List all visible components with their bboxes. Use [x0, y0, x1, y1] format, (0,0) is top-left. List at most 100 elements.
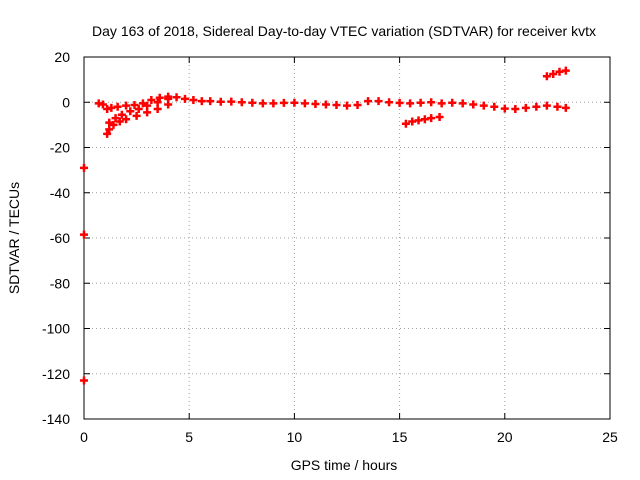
data-point	[553, 102, 562, 111]
data-point	[290, 98, 299, 107]
data-point	[490, 102, 499, 111]
data-point	[237, 98, 246, 107]
data-point	[216, 97, 225, 106]
x-tick-label: 5	[185, 429, 193, 445]
data-point	[427, 114, 436, 123]
x-tick-label: 20	[497, 429, 513, 445]
data-point	[332, 100, 341, 109]
y-tick-label: -60	[50, 230, 70, 246]
data-point	[343, 101, 351, 110]
y-tick-label: -80	[50, 275, 70, 291]
axis-ticks	[83, 56, 611, 420]
data-point	[132, 111, 141, 120]
x-tick-label: 15	[392, 429, 408, 445]
data-point	[401, 119, 410, 128]
data-point	[155, 93, 164, 102]
series-lower-arc-2	[105, 94, 173, 127]
data-point	[147, 95, 156, 104]
data-point	[180, 94, 189, 103]
data-point	[435, 112, 444, 121]
data-point	[469, 100, 478, 109]
data-point	[105, 125, 114, 134]
data-point	[374, 97, 383, 106]
data-point	[364, 97, 373, 106]
data-point	[353, 100, 362, 109]
y-axis-label: SDTVAR / TECUs	[6, 182, 22, 294]
data-point	[130, 100, 139, 109]
data-point	[115, 117, 124, 126]
x-tick-label: 25	[602, 429, 618, 445]
series-outliers	[80, 163, 88, 385]
y-tick-label: -120	[42, 366, 70, 382]
grid-lines	[84, 57, 610, 419]
data-point	[437, 99, 446, 108]
data-point	[143, 108, 152, 117]
plot-frame	[83, 56, 611, 420]
y-tick-label: -100	[42, 321, 70, 337]
y-tick-label: -20	[50, 140, 70, 156]
x-tick-labels: 0 5 10 15 20 25	[80, 429, 618, 445]
series-main-track	[94, 92, 570, 114]
x-axis-label: GPS time / hours	[291, 457, 398, 473]
data-point	[206, 97, 215, 106]
data-point	[521, 103, 530, 112]
data-point	[103, 129, 112, 138]
series-late-upper	[542, 66, 570, 81]
data-point	[479, 101, 488, 110]
data-point	[126, 107, 135, 116]
data-point	[532, 102, 541, 111]
data-point	[80, 230, 88, 239]
data-point	[500, 104, 509, 113]
data-point	[427, 98, 436, 107]
y-tick-labels: 20 0 -20 -40 -60 -80 -100 -120 -140	[42, 49, 70, 427]
data-point	[279, 98, 288, 107]
data-point	[122, 115, 131, 124]
data-point	[227, 97, 236, 106]
y-tick-label: 0	[62, 94, 70, 110]
data-point	[542, 101, 551, 110]
data-point	[561, 103, 570, 112]
data-point	[80, 376, 88, 385]
series-late-lower	[401, 112, 444, 128]
data-point	[561, 66, 570, 75]
data-point	[98, 100, 107, 109]
data-point	[395, 98, 404, 107]
data-point	[416, 98, 425, 107]
chart-title: Day 163 of 2018, Sidereal Day-to-day VTE…	[92, 23, 596, 39]
data-points	[80, 66, 570, 385]
data-point	[111, 114, 120, 123]
series-lower-arc-1	[103, 100, 173, 138]
data-point	[511, 105, 520, 114]
data-point	[269, 99, 278, 108]
y-tick-label: -40	[50, 185, 70, 201]
data-point	[197, 97, 206, 106]
data-point	[189, 95, 198, 104]
x-tick-label: 10	[287, 429, 303, 445]
data-point	[385, 98, 394, 107]
data-point	[134, 105, 143, 114]
data-point	[105, 118, 114, 127]
data-point	[300, 99, 309, 108]
data-point	[406, 99, 415, 108]
data-point	[448, 98, 457, 107]
data-point	[153, 105, 162, 114]
data-point	[321, 100, 330, 109]
data-point	[458, 99, 467, 108]
data-point	[80, 163, 88, 172]
data-point	[164, 94, 173, 103]
y-tick-label: -140	[42, 411, 70, 427]
data-point	[109, 120, 118, 129]
data-point	[122, 101, 131, 110]
data-point	[542, 72, 551, 81]
data-point	[311, 100, 320, 109]
data-point	[153, 98, 162, 107]
data-point	[117, 110, 126, 119]
data-point	[248, 98, 257, 107]
data-point	[143, 101, 152, 110]
data-point	[138, 99, 147, 108]
y-tick-label: 20	[54, 49, 70, 65]
data-point	[549, 69, 558, 78]
x-tick-label: 0	[80, 429, 88, 445]
data-point	[172, 93, 181, 102]
